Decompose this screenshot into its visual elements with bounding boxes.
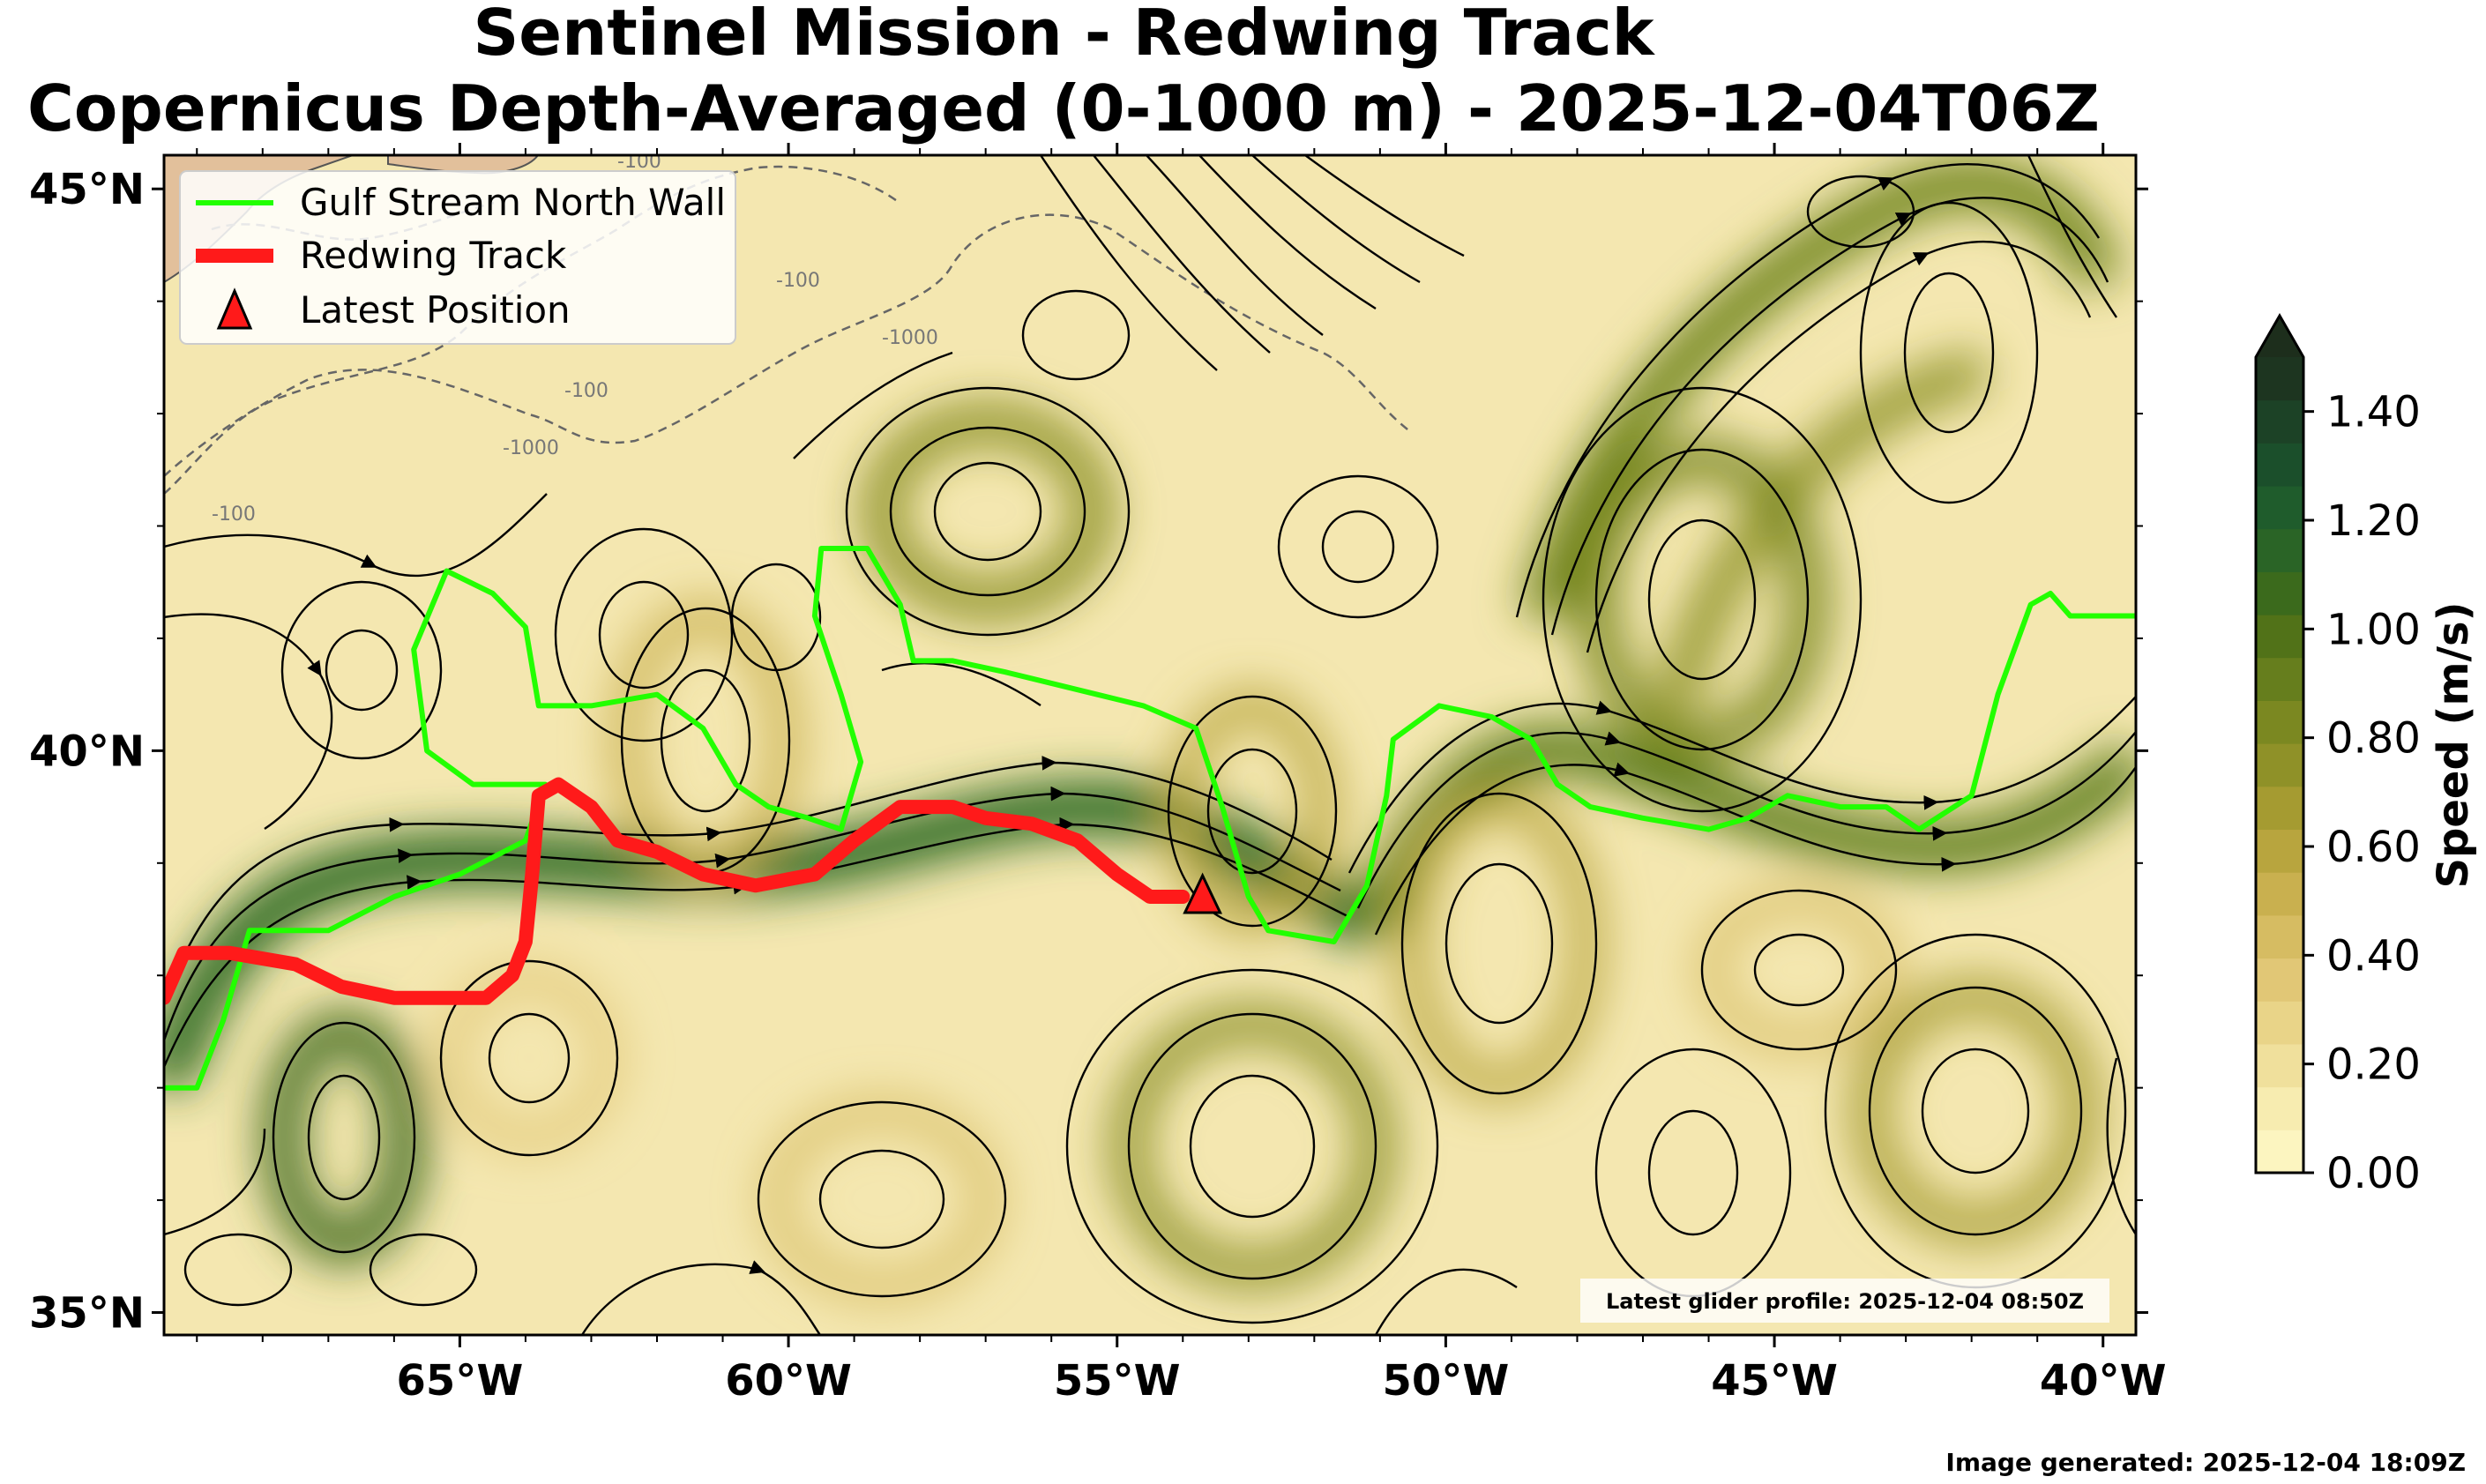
colorbar-band [2256, 786, 2303, 831]
isobath-label: -100 [212, 503, 256, 526]
colorbar-band [2256, 1130, 2303, 1174]
colorbar-tick-label: 0.80 [2326, 714, 2421, 764]
colorbar-bands [2256, 357, 2303, 1174]
colorbar: 0.00 0.20 0.40 0.60 0.80 1.00 1.20 1.40 Speed (… [2254, 312, 2478, 1198]
isobath-label: -100 [564, 380, 608, 402]
x-tick-label: 40°W [2040, 1356, 2167, 1406]
colorbar-tick-label: 0.00 [2326, 1149, 2421, 1198]
isobath-label: -100 [617, 151, 661, 173]
colorbar-tick-label: 1.00 [2326, 605, 2421, 654]
x-tick-label: 60°W [725, 1356, 852, 1406]
colorbar-band [2256, 700, 2303, 744]
latest-position-marker[interactable] [1183, 872, 1223, 914]
isobath-label: -1000 [503, 437, 559, 459]
colorbar-band [2256, 399, 2303, 444]
colorbar-band [2256, 743, 2303, 787]
image-generated-text: Image generated: 2025-12-04 18:09Z [1945, 1448, 2466, 1477]
latest-profile-text: Latest glider profile: 2025-12-04 08:50Z [1606, 1289, 2084, 1314]
colorbar-outline [2254, 312, 2305, 1175]
gulf-stream-north-wall [164, 546, 2136, 1091]
map-panel: -100 -100 -100 -1000 -1000 -100 [164, 151, 2136, 1335]
y-tick-label: 40°N [29, 727, 145, 776]
legend: Gulf Stream North Wall Redwing Track Lat… [179, 170, 736, 345]
colorbar-band [2256, 528, 2303, 572]
redwing-track [164, 777, 1191, 1005]
colorbar-band [2256, 615, 2303, 659]
streamlines [164, 155, 2136, 1335]
colorbar-band [2256, 357, 2303, 401]
x-tick-label: 55°W [1054, 1356, 1181, 1406]
colorbar-tick-label: 1.40 [2326, 388, 2421, 437]
legend-box [179, 170, 736, 345]
map-frame [162, 153, 2138, 1337]
x-tick-label: 45°W [1711, 1356, 1838, 1406]
x-tick-label: 65°W [397, 1356, 524, 1406]
colorbar-band [2256, 1086, 2303, 1130]
colorbar-band [2256, 657, 2303, 701]
colorbar-band [2256, 829, 2303, 873]
isobath-label: -1000 [882, 327, 938, 349]
x-axis: 65°W 60°W 55°W 50°W 45°W 40°W [196, 143, 2167, 1406]
colorbar-band [2256, 571, 2303, 615]
colorbar-tick-label: 1.20 [2326, 496, 2421, 546]
y-axis: 45°N 40°N 35°N [29, 165, 2148, 1339]
colorbar-band [2256, 872, 2303, 916]
colorbar-band [2256, 914, 2303, 959]
legend-label-latest-position: Latest Position [300, 288, 571, 332]
colorbar-band [2256, 1043, 2303, 1088]
colorbar-tick-label: 0.20 [2326, 1040, 2421, 1090]
colorbar-tick-label: 0.40 [2326, 931, 2421, 981]
y-tick-label: 45°N [29, 165, 145, 214]
colorbar-extend-arrow [2256, 316, 2303, 357]
colorbar-band [2256, 486, 2303, 530]
title-line-1: Sentinel Mission - Redwing Track [473, 0, 1655, 70]
legend-swatch-latest-position [216, 287, 253, 330]
x-tick-label: 50°W [1383, 1356, 1510, 1406]
colorbar-band [2256, 1001, 2303, 1045]
colorbar-tick-label: 0.60 [2326, 823, 2421, 872]
legend-label-track: Redwing Track [300, 234, 567, 277]
colorbar-band [2256, 443, 2303, 487]
colorbar-band [2256, 958, 2303, 1002]
isobath-label: -100 [776, 270, 820, 292]
latest-profile-box [1580, 1279, 2109, 1323]
colorbar-ticks: 0.00 0.20 0.40 0.60 0.80 1.00 1.20 1.40 [2303, 388, 2421, 1198]
colorbar-label: Speed (m/s) [2429, 601, 2478, 888]
title-line-2: Copernicus Depth-Averaged (0-1000 m) - 2… [27, 71, 2100, 145]
y-tick-label: 35°N [29, 1289, 145, 1339]
legend-label-gulf-stream: Gulf Stream North Wall [300, 181, 726, 224]
